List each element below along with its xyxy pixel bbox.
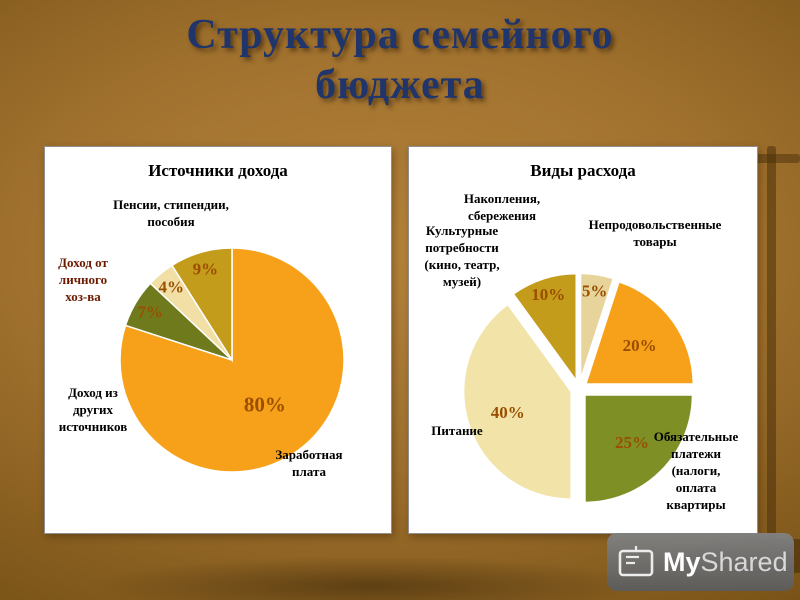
- label-personal-household-income: Доход от личного хоз-ва: [58, 255, 108, 304]
- watermark-text: MyShared: [663, 547, 788, 578]
- pie-slice-1: [584, 280, 695, 386]
- myshared-watermark[interactable]: MyShared: [607, 533, 794, 591]
- watermark-my: My: [663, 546, 701, 577]
- slide-title-line-1: Структура семейного: [186, 12, 614, 58]
- pie-percent-label: 5%: [582, 281, 608, 300]
- slide-title-line-2: бюджета: [315, 62, 485, 109]
- label-other-sources-income: Доход из других источников: [58, 385, 128, 434]
- watermark-shared: Shared: [700, 546, 788, 577]
- projection-screen-icon: [618, 546, 654, 577]
- pie-percent-label: 10%: [531, 285, 565, 304]
- label-pensions: Пенсии, стипендии, пособия: [113, 197, 229, 229]
- income-chart-panel: Источники дохода 80% 7% 4% 9% Пенсии, стипе…: [44, 146, 392, 534]
- pie-slice-4: [511, 272, 578, 385]
- income-pie-chart: 80% 7% 4% 9%: [119, 247, 345, 473]
- pie-percent-label: 7%: [137, 303, 163, 322]
- expense-pie-chart: 5% 20% 25% 40% 10%: [462, 272, 695, 504]
- slide-title: Структура семейного бюджета: [0, 10, 800, 111]
- pie-percent-label: 4%: [159, 278, 185, 297]
- pie-slice-3: [170, 247, 233, 363]
- income-chart-title: Источники дохода: [148, 161, 288, 180]
- floor-shadow: [90, 556, 650, 600]
- expense-chart-title: Виды расхода: [530, 161, 636, 180]
- pie-slice-2: [583, 393, 694, 504]
- pie-percent-label: 20%: [623, 336, 657, 355]
- label-food: Питание: [431, 423, 483, 438]
- label-savings: Накопления, сбережения: [463, 191, 541, 223]
- pie-percent-label: 9%: [193, 260, 219, 279]
- pie-slice-3: [462, 302, 573, 501]
- balance-scale-pole: [767, 146, 776, 548]
- pie-percent-label: 40%: [491, 403, 525, 422]
- label-nonfood-goods: Непродовольственные товары: [588, 217, 722, 249]
- label-wages: Заработная плата: [275, 447, 343, 479]
- label-cultural-needs: Культурные потребности (кино, театр, муз…: [424, 223, 500, 289]
- pie-slice-0: [579, 272, 615, 382]
- expense-chart-panel: Виды расхода 5% 20% 25% 40% 10% Накопления, …: [408, 146, 758, 534]
- pie-percent-label: 80%: [244, 392, 286, 416]
- pie-percent-label: 25%: [615, 433, 649, 452]
- label-mandatory-payments: Обязательные платежи (налоги, оплата ква…: [653, 429, 739, 512]
